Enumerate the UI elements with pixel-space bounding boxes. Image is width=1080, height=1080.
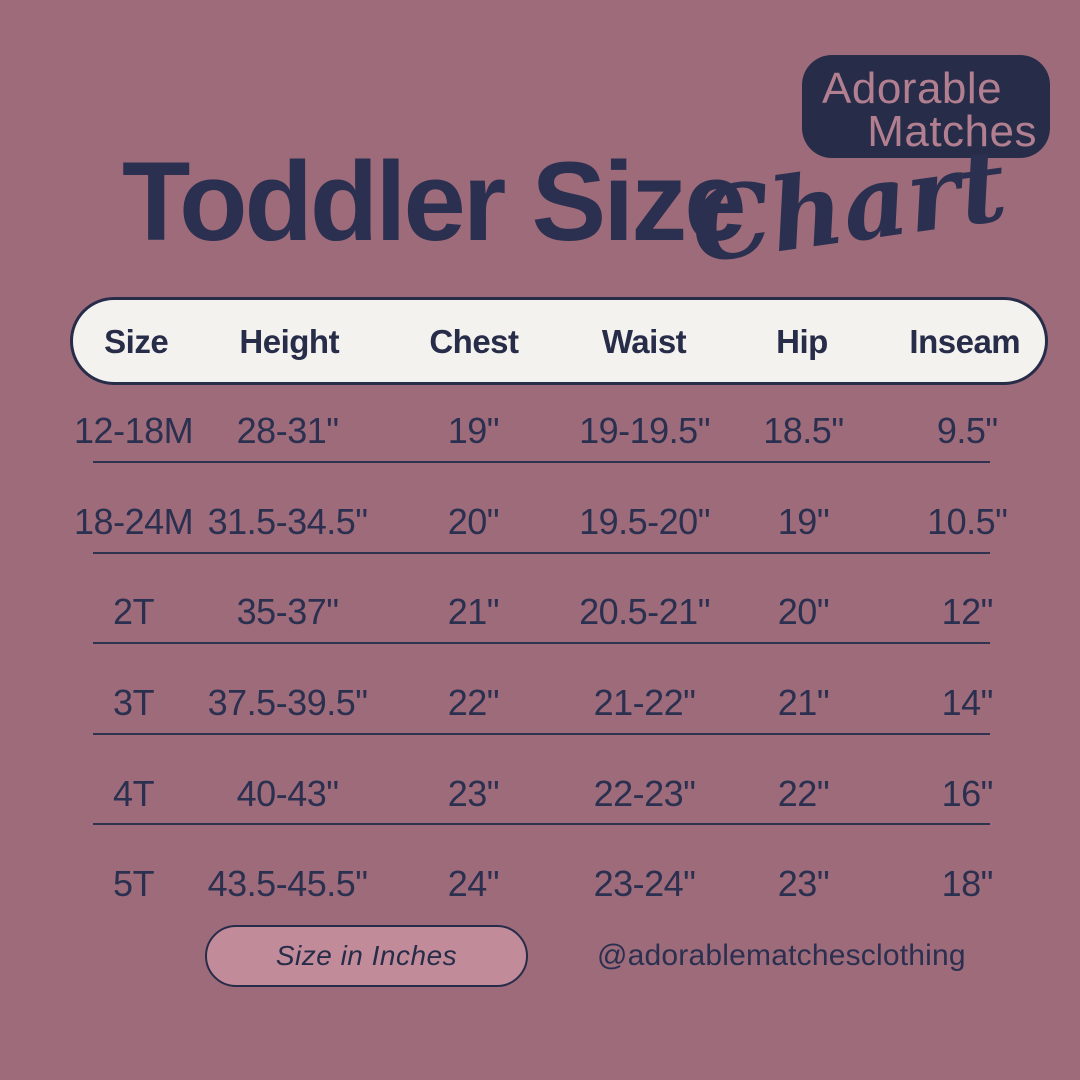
table-cell: 18.5" — [763, 410, 844, 452]
table-cell: 20" — [447, 500, 500, 542]
table-cell: 23" — [777, 863, 830, 905]
table-row: 18-24M 31.5-34.5" 20" 19.5-20" 19" 10.5" — [70, 477, 1048, 568]
table-cell: 20" — [777, 591, 830, 633]
table-cell: 21" — [777, 682, 830, 724]
table-cell: 14" — [941, 682, 994, 724]
table-cell: 24" — [447, 863, 500, 905]
table-cell: 21" — [447, 591, 500, 633]
social-handle: @adorablematchesclothing — [597, 939, 966, 972]
brand-name-line1: Adorable — [822, 64, 1003, 113]
table-cell: 2T — [113, 591, 155, 633]
brand-name-line2: Matches — [867, 107, 1037, 156]
table-cell: 22" — [447, 682, 500, 724]
table-cell: 9.5" — [936, 410, 998, 452]
header-cell-size: Size — [104, 322, 169, 360]
table-header: Size Height Chest Waist Hip Inseam — [70, 297, 1048, 385]
table-cell: 35-37" — [236, 591, 339, 633]
table-cell: 12" — [941, 591, 994, 633]
unit-label: Size in Inches — [275, 940, 458, 971]
header-cell-height: Height — [239, 322, 340, 360]
table-cell: 22-23" — [593, 772, 696, 814]
table-row: 3T 37.5-39.5" 22" 21-22" 21" 14" — [70, 658, 1048, 749]
table-cell: 28-31" — [236, 410, 339, 452]
table-cell: 22" — [777, 772, 830, 814]
table-cell: 40-43" — [236, 772, 339, 814]
table-cell: 23" — [447, 772, 500, 814]
table-cell: 12-18M — [74, 410, 194, 452]
table-cell: 16" — [941, 772, 994, 814]
table-cell: 19" — [447, 410, 500, 452]
table-cell: 31.5-34.5" — [207, 500, 368, 542]
brand-logo-badge: Adorable Matches — [802, 55, 1050, 158]
table-cell: 18-24M — [74, 500, 194, 542]
table-cell: 19-19.5" — [579, 410, 710, 452]
table-cell: 3T — [113, 682, 155, 724]
table-cell: 19" — [777, 500, 830, 542]
header-cell-waist: Waist — [601, 322, 687, 360]
table-cell: 20.5-21" — [579, 591, 710, 633]
table-cell: 21-22" — [593, 682, 696, 724]
header-cell-inseam: Inseam — [909, 322, 1021, 360]
header-cell-hip: Hip — [776, 322, 828, 360]
page-title: Toddler Size — [122, 139, 747, 264]
table-cell: 18" — [941, 863, 994, 905]
table-body: 12-18M 28-31" 19" 19-19.5" 18.5" 9.5" 18-24M 31… — [70, 386, 1048, 930]
table-cell: 5T — [113, 863, 155, 905]
table-cell: 43.5-45.5" — [207, 863, 368, 905]
table-cell: 4T — [113, 772, 155, 814]
table-cell: 37.5-39.5" — [207, 682, 368, 724]
header-cell-chest: Chest — [429, 322, 519, 360]
table-cell: 19.5-20" — [579, 500, 710, 542]
unit-label-pill: Size in Inches — [205, 925, 528, 987]
table-row: 2T 35-37" 21" 20.5-21" 20" 12" — [70, 567, 1048, 658]
table-row: 5T 43.5-45.5" 24" 23-24" 23" 18" — [70, 839, 1048, 930]
table-row: 12-18M 28-31" 19" 19-19.5" 18.5" 9.5" — [70, 386, 1048, 477]
table-cell: 10.5" — [927, 500, 1008, 542]
table-row: 4T 40-43" 23" 22-23" 22" 16" — [70, 748, 1048, 839]
table-cell: 23-24" — [593, 863, 696, 905]
